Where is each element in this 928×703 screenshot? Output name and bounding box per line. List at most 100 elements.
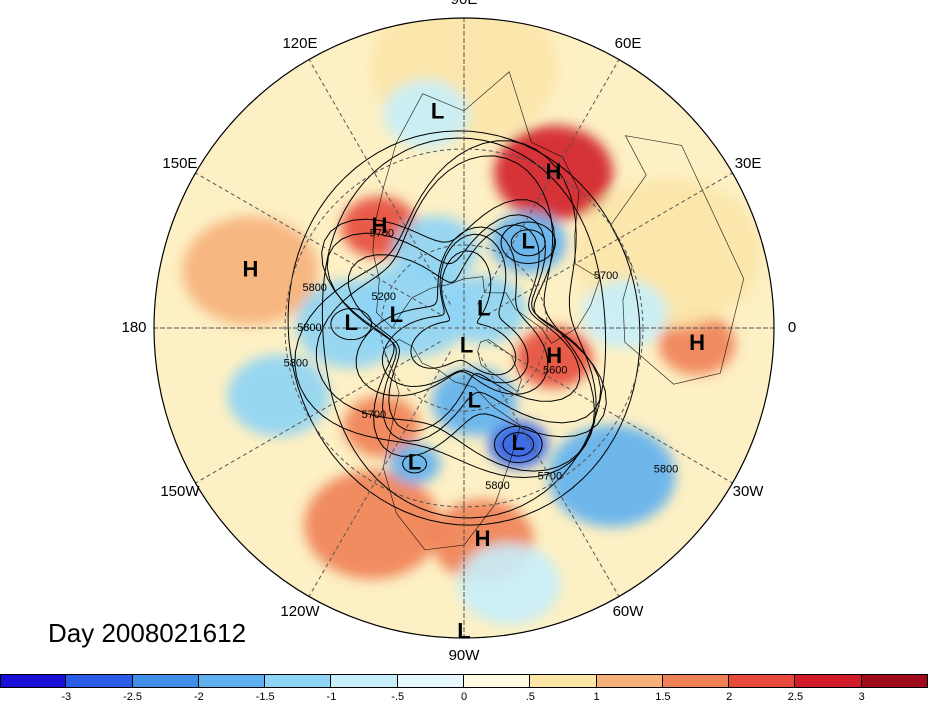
colorbar-tick-label: 2 [726,691,733,703]
high-pressure-marker: H [546,343,562,368]
colorbar-swatch [132,674,199,688]
low-pressure-marker: L [460,333,473,358]
colorbar-swatch [662,674,730,688]
meridian-300 [477,351,620,597]
anomaly-cell-4 [658,313,736,375]
low-pressure-marker: L [408,450,421,475]
longitude-label: 60W [613,603,645,620]
low-pressure-marker: L [390,302,403,327]
low-pressure-marker: L [477,295,490,320]
contour-label: 5800 [297,322,321,334]
contour-label: 5800 [485,480,509,492]
colorbar-tick-label: -.5 [391,691,405,703]
longitude-label: 120E [282,35,317,52]
longitude-label: 150W [160,483,200,500]
contour-label: 5700 [594,270,618,282]
closed-contour-2 [500,221,556,265]
colorbar: -3 -2.5 -2 -1.5 -1 -.5 0 .5 1 1.5 2 2.5 3 [0,674,928,703]
anomaly-cell-19 [393,215,479,284]
contour-label: 5700 [362,409,386,421]
contour-label: 5600 [543,364,567,376]
colorbar-swatch [397,674,464,688]
meridian-240 [308,351,451,597]
latitude-circle-30 [284,148,644,508]
closed-contour-4 [330,307,373,341]
colorbar-swatch [795,674,862,688]
anomaly-cell-13 [441,275,527,344]
longitude-labels: 90E 60E 30E 0 30W 60W 90W 120W 150W 180 150E 120E [121,0,796,664]
low-pressure-marker: L [431,98,444,123]
low-pressure-marker: L [468,388,481,413]
meridian-60 [477,59,620,305]
longitude-label: 30E [735,155,762,172]
high-pressure-marker: H [371,213,387,238]
colorbar-tick-label: 0 [460,691,468,703]
anomaly-cell-2 [182,216,319,326]
anomaly-cell-22 [458,543,561,625]
high-pressure-marker: H [689,330,705,355]
closed-contour-0 [493,425,543,464]
colorbar-tick-label: .5 [525,691,535,703]
anomaly-cell-21 [582,279,668,348]
colorbar-swatch [265,674,332,688]
closed-contour-1 [502,432,535,457]
meridian-120 [308,59,451,305]
low-pressure-marker: L [345,310,358,335]
colorbar-tick-label: 1.5 [655,691,671,703]
colorbar-swatch [66,674,133,688]
contour-labels: 5700 5200 5800 5800 5800 5700 5700 5600 5800 5700… [284,227,679,491]
longitude-label: 90E [451,0,478,8]
low-pressure-marker: L [512,430,525,455]
low-pressure-marker: L [457,618,470,643]
colorbar-swatch [331,674,398,688]
map-boundary [153,17,775,639]
colorbar-tick-label: 3 [858,691,865,703]
anomaly-shading [154,18,774,638]
colorbar-tick-label: -1.5 [255,691,275,703]
longitude-label: 150E [162,155,197,172]
meridian-30 [487,172,733,315]
contour-label: 5200 [371,291,395,303]
meridian-330 [487,341,733,484]
colorbar-tick-label: -2.5 [123,691,143,703]
contour-label: 5800 [654,463,678,475]
anomaly-cell-16 [389,443,441,485]
longitude-label: 120W [280,603,320,620]
anomaly-cell-18 [227,354,330,437]
high-pressure-marker: H [475,526,491,551]
longitude-label: 180 [121,319,146,336]
colorbar-tick-label: -2 [193,691,204,703]
colorbar-tick-label: -1 [326,691,337,703]
longitude-label: 90W [449,647,481,664]
contour-label: 5800 [284,358,308,370]
coastline-2 [477,339,522,393]
colorbar-swatch [596,674,663,688]
longitude-label: 30W [733,483,765,500]
contour-label: 5800 [302,282,326,294]
colorbar-swatch [729,674,796,688]
meridian-150 [195,172,441,315]
closed-contour-5 [402,454,427,474]
longitude-label: 0 [788,319,796,336]
anomaly-cell-0 [493,125,613,221]
anomaly-cell-15 [431,367,517,436]
colorbar-tick-label: -3 [61,691,72,703]
closed-contour-3 [510,229,546,257]
meridian-210 [195,341,441,484]
colorbar-swatch [464,674,531,688]
colorbar-swatch [861,674,928,688]
day-title: Day 2008021612 [48,618,247,648]
lat-lon-grid [154,18,774,638]
colorbar-swatch [0,674,67,688]
colorbar-swatch [198,674,266,688]
anomaly-cell-17 [548,424,676,527]
colorbar-swatch [530,674,597,688]
colorbar-tick-label: 1 [593,691,600,703]
high-pressure-marker: H [242,257,258,282]
anomaly-cell-14 [488,420,549,469]
contour-label: 5700 [538,471,562,483]
contour-label: 5700 [370,227,394,239]
colorbar-tick-label: 2.5 [787,691,804,703]
